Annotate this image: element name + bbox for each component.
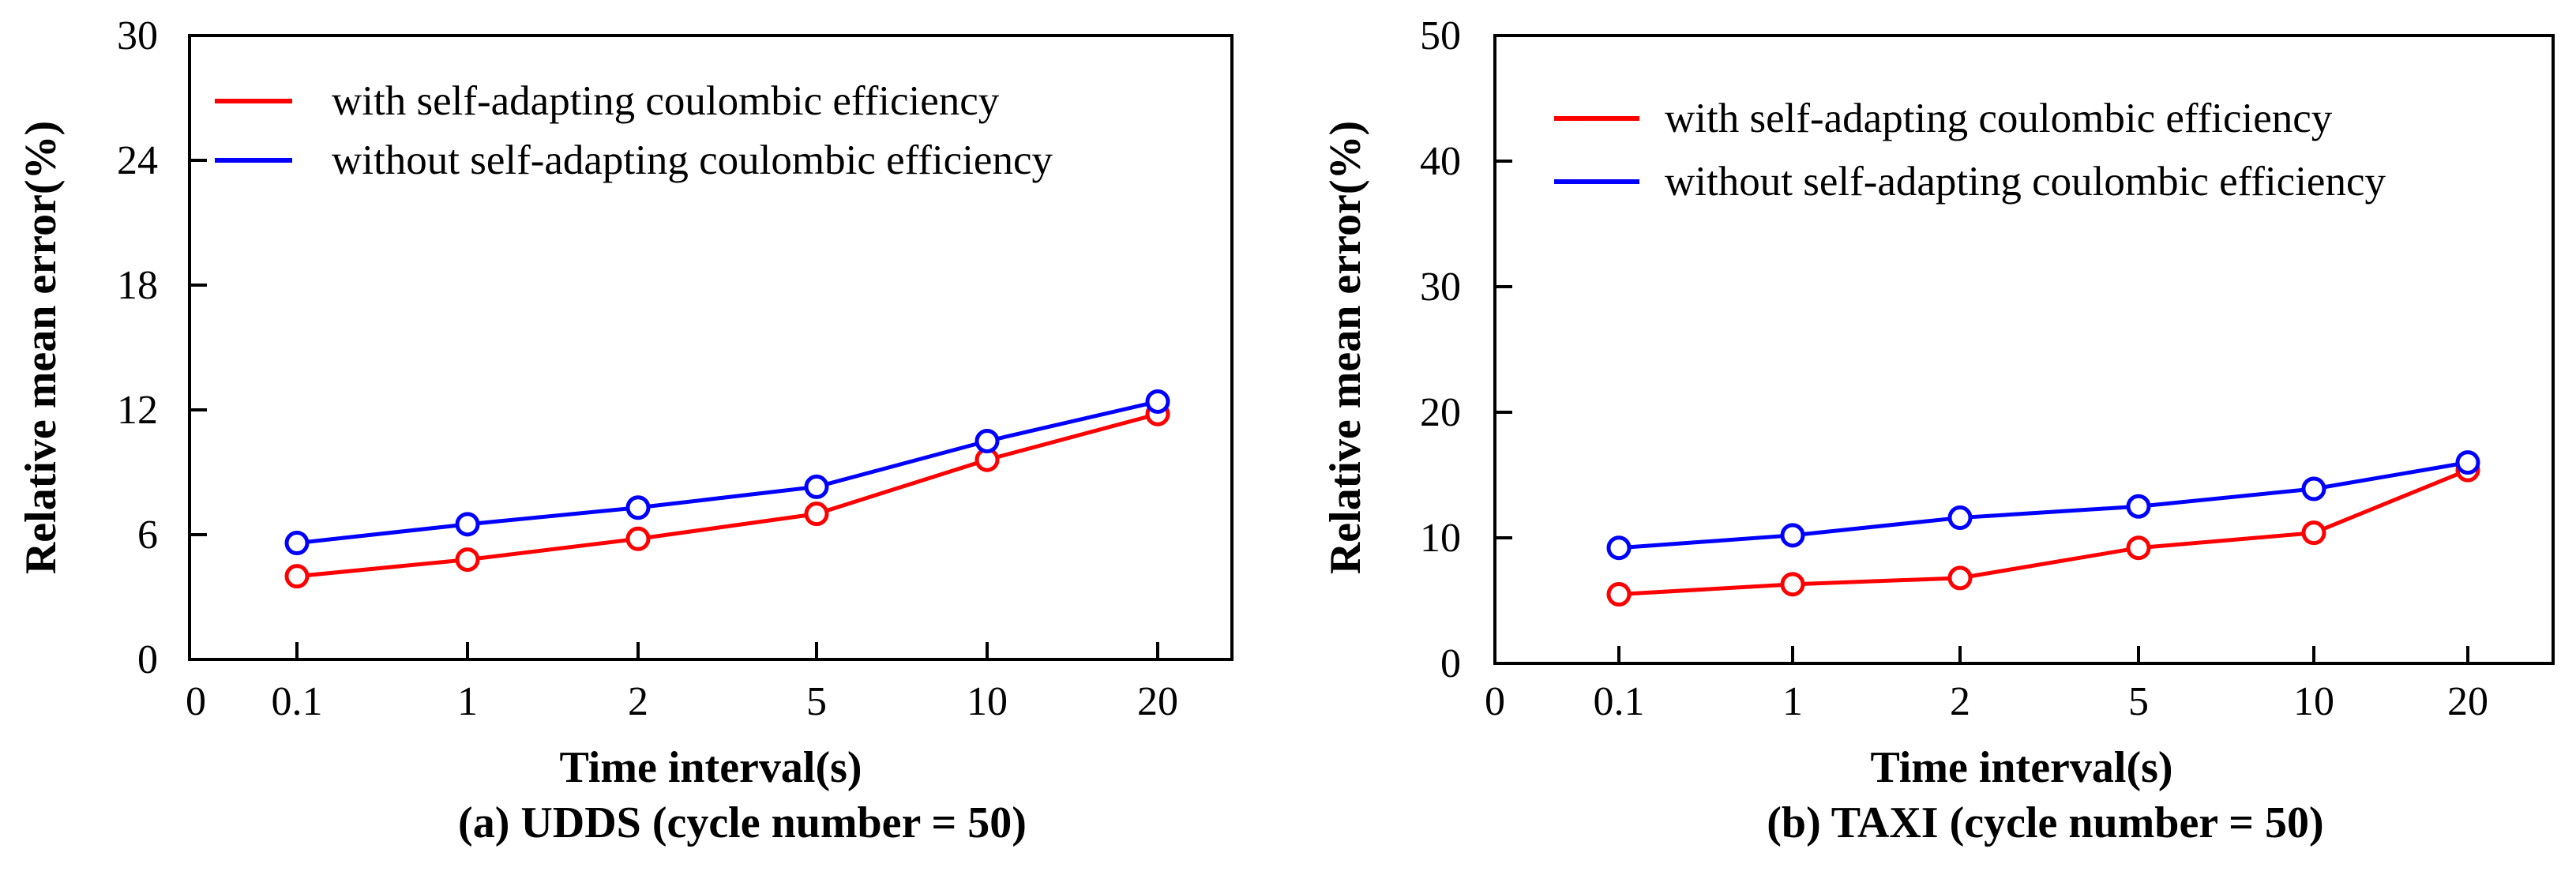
plot-frame-b [1493,34,2555,665]
y-tick-label: 10 [1420,516,1461,561]
data-point [1947,565,1973,591]
y-tick-label: 30 [1420,265,1461,310]
data-point [2126,535,2151,561]
chart-panel-b: 0 10 20 30 40 50 0 0.1 1 2 5 10 20 with self-adapti… [1321,13,2555,847]
data-point [1145,389,1170,414]
series-line-1 [1618,460,2469,550]
x-ticks-b: 0 0.1 1 2 5 10 20 [1485,646,2488,724]
plot-frame-a [188,34,1234,661]
data-point [804,474,829,499]
series-line-1 [296,400,1158,546]
x-tick-label: 10 [967,679,1008,724]
series-line-0 [296,411,1158,579]
x-tick-label: 2 [1950,679,1970,724]
legend-label-1: without self-adapting coulombic efficien… [332,137,1053,183]
y-tick-label: 24 [117,138,158,183]
x-ticks-a: 0 0.1 1 2 5 10 20 [186,642,1178,724]
x-axis-label-b: Time interval(s) [1870,743,2172,792]
x-axis-label-a: Time interval(s) [559,743,862,792]
series-line-0 [1618,468,2469,597]
x-tick-label: 1 [457,679,478,724]
data-point [2126,494,2151,519]
x-tick-label-origin: 0 [1485,679,1505,724]
x-tick-label: 5 [2128,679,2149,724]
data-point [625,495,651,520]
x-tick-label: 20 [2447,679,2488,724]
series-lines-a [296,400,1158,579]
data-point [1606,535,1632,561]
x-tick-label: 10 [2293,679,2334,724]
y-tick-label: 30 [117,13,158,58]
caption-a: (a) UDDS (cycle number = 50) [458,798,1027,847]
data-point [804,501,829,527]
y-axis-label-b: Relative mean error(%) [1321,121,1370,574]
y-axis-label-a: Relative mean error(%) [17,121,66,574]
data-point [1780,523,1805,548]
x-tick-label: 2 [628,679,648,724]
series-lines-b [1618,460,2469,597]
y-tick-label: 0 [1440,641,1461,686]
x-tick-label: 1 [1782,679,1803,724]
x-tick-label: 5 [806,679,827,724]
x-tick-label: 0.1 [1594,679,1645,724]
legend-b: with self-adapting coulombic efficiency w… [1554,96,2386,205]
data-point [1780,572,1805,597]
data-point [455,547,480,573]
data-point [1947,505,1973,531]
legend-label-0: with self-adapting coulombic efficiency [332,78,1000,124]
x-tick-label: 0.1 [272,679,323,724]
y-tick-label: 20 [1420,390,1461,435]
y-tick-label: 6 [137,513,158,558]
legend-label-0: with self-adapting coulombic efficiency [1665,96,2333,141]
y-tick-label: 18 [117,263,158,308]
data-point [2455,450,2480,475]
data-point [1606,582,1632,607]
series-markers-a [284,389,1170,589]
caption-b: (b) TAXI (cycle number = 50) [1767,798,2323,847]
data-point [284,564,310,589]
y-tick-label: 50 [1420,13,1461,58]
data-point [284,531,310,556]
y-tick-label: 40 [1420,139,1461,184]
y-tick-label: 0 [137,637,158,682]
data-point [455,512,480,537]
x-tick-label-origin: 0 [186,679,206,724]
legend-label-1: without self-adapting coulombic efficien… [1665,159,2386,205]
y-ticks-a: 0 6 12 18 24 30 [117,13,207,682]
legend-a: with self-adapting coulombic efficiency w… [215,78,1053,183]
y-tick-label: 12 [117,388,158,433]
data-point [974,429,1000,453]
x-tick-label: 20 [1137,679,1178,724]
y-ticks-b: 0 10 20 30 40 50 [1420,13,1512,686]
data-point [2301,520,2326,546]
data-point [625,526,651,551]
series-markers-b [1606,450,2480,607]
data-point [2301,476,2326,501]
